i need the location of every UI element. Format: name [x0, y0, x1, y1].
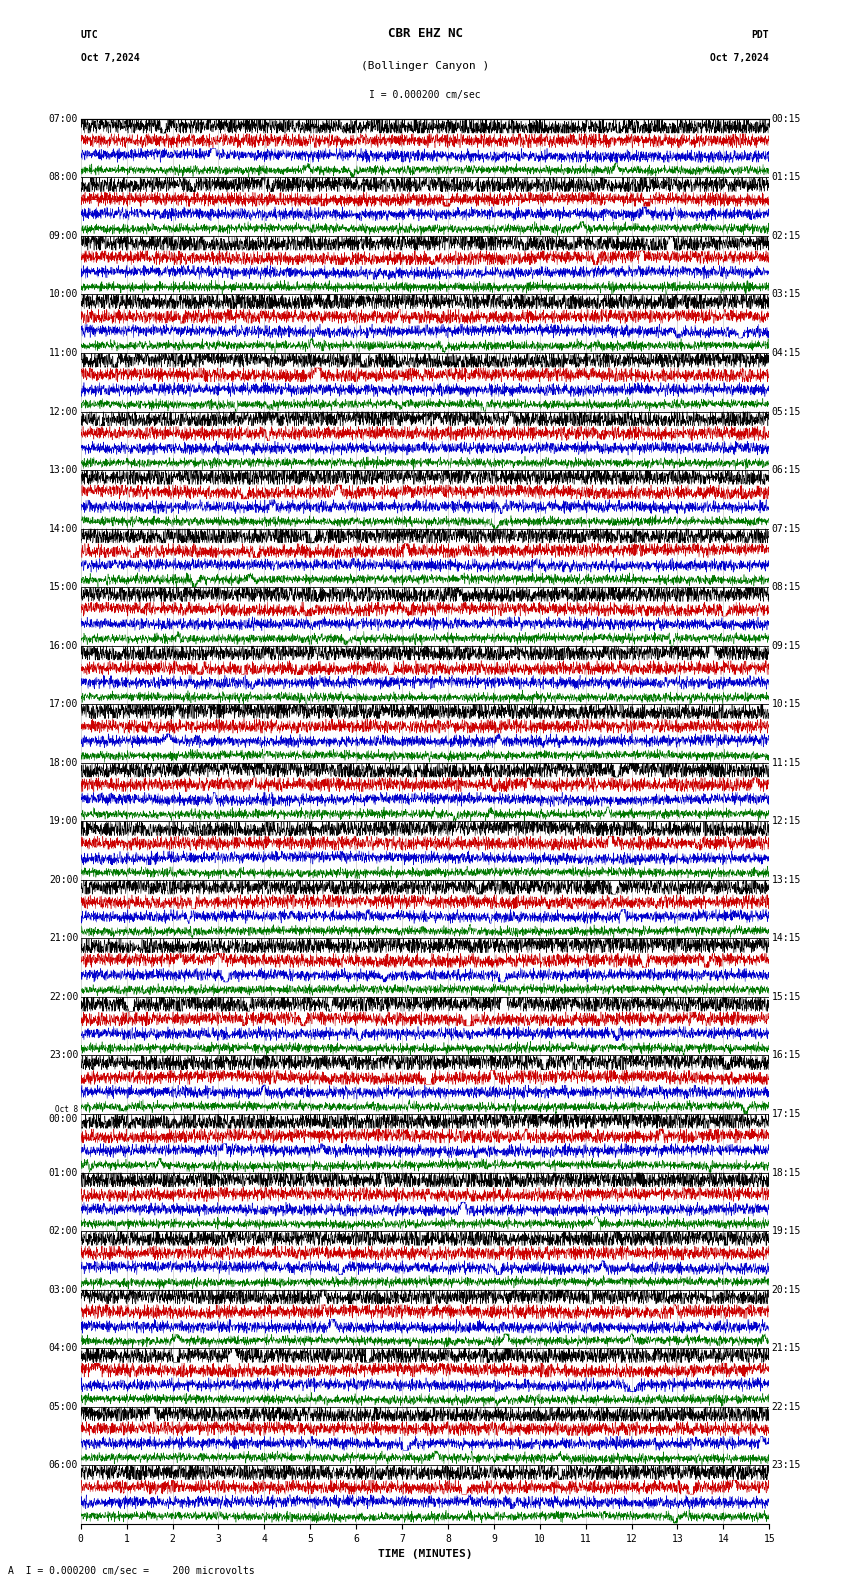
Text: 09:00: 09:00	[48, 231, 78, 241]
Text: 17:15: 17:15	[772, 1109, 802, 1118]
Text: Oct 7,2024: Oct 7,2024	[81, 54, 139, 63]
Text: 04:00: 04:00	[48, 1343, 78, 1353]
Text: 19:15: 19:15	[772, 1226, 802, 1236]
Text: 10:15: 10:15	[772, 699, 802, 710]
Text: 00:15: 00:15	[772, 114, 802, 124]
Text: 10:00: 10:00	[48, 290, 78, 299]
Text: CBR EHZ NC: CBR EHZ NC	[388, 27, 462, 40]
Text: 12:00: 12:00	[48, 407, 78, 417]
Text: 03:00: 03:00	[48, 1285, 78, 1294]
Text: 11:00: 11:00	[48, 348, 78, 358]
Text: 01:00: 01:00	[48, 1167, 78, 1177]
Text: Oct 8: Oct 8	[55, 1104, 78, 1114]
Text: UTC: UTC	[81, 30, 99, 40]
Text: 09:15: 09:15	[772, 640, 802, 651]
X-axis label: TIME (MINUTES): TIME (MINUTES)	[377, 1549, 473, 1559]
Text: 06:00: 06:00	[48, 1460, 78, 1470]
Text: 04:15: 04:15	[772, 348, 802, 358]
Text: 02:00: 02:00	[48, 1226, 78, 1236]
Text: 16:00: 16:00	[48, 640, 78, 651]
Text: 07:15: 07:15	[772, 524, 802, 534]
Text: 03:15: 03:15	[772, 290, 802, 299]
Text: 23:00: 23:00	[48, 1050, 78, 1060]
Text: 19:00: 19:00	[48, 816, 78, 827]
Text: 21:15: 21:15	[772, 1343, 802, 1353]
Text: 01:15: 01:15	[772, 173, 802, 182]
Text: 13:00: 13:00	[48, 466, 78, 475]
Text: 12:15: 12:15	[772, 816, 802, 827]
Text: 14:15: 14:15	[772, 933, 802, 944]
Text: 00:00: 00:00	[48, 1114, 78, 1125]
Text: 23:15: 23:15	[772, 1460, 802, 1470]
Text: 08:15: 08:15	[772, 583, 802, 592]
Text: 20:00: 20:00	[48, 874, 78, 885]
Text: 15:00: 15:00	[48, 583, 78, 592]
Text: 02:15: 02:15	[772, 231, 802, 241]
Text: 18:00: 18:00	[48, 757, 78, 768]
Text: 21:00: 21:00	[48, 933, 78, 944]
Text: 17:00: 17:00	[48, 699, 78, 710]
Text: Oct 7,2024: Oct 7,2024	[711, 54, 769, 63]
Text: 11:15: 11:15	[772, 757, 802, 768]
Text: 20:15: 20:15	[772, 1285, 802, 1294]
Text: 16:15: 16:15	[772, 1050, 802, 1060]
Text: (Bollinger Canyon ): (Bollinger Canyon )	[361, 62, 489, 71]
Text: 18:15: 18:15	[772, 1167, 802, 1177]
Text: 15:15: 15:15	[772, 992, 802, 1003]
Text: PDT: PDT	[751, 30, 769, 40]
Text: 05:15: 05:15	[772, 407, 802, 417]
Text: 05:00: 05:00	[48, 1402, 78, 1411]
Text: 22:00: 22:00	[48, 992, 78, 1003]
Text: I = 0.000200 cm/sec: I = 0.000200 cm/sec	[369, 90, 481, 100]
Text: 07:00: 07:00	[48, 114, 78, 124]
Text: 08:00: 08:00	[48, 173, 78, 182]
Text: 13:15: 13:15	[772, 874, 802, 885]
Text: A  I = 0.000200 cm/sec =    200 microvolts: A I = 0.000200 cm/sec = 200 microvolts	[8, 1567, 255, 1576]
Text: 22:15: 22:15	[772, 1402, 802, 1411]
Text: 14:00: 14:00	[48, 524, 78, 534]
Text: 06:15: 06:15	[772, 466, 802, 475]
